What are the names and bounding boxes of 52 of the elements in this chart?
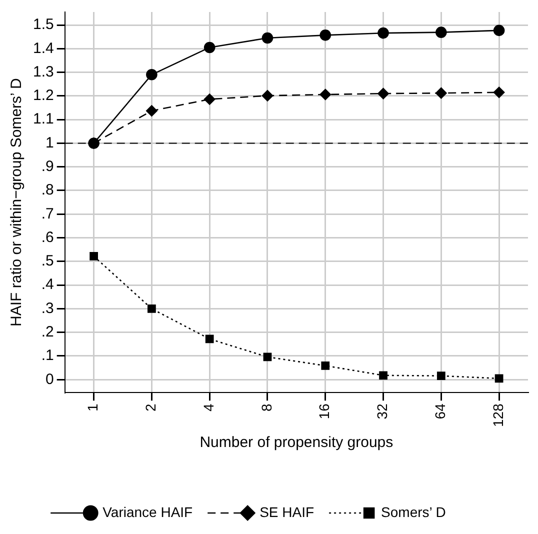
y-tick-label: 1.2 (32, 87, 54, 104)
point (148, 304, 156, 313)
point (320, 30, 332, 41)
legend-label: Variance HAIF (102, 504, 193, 520)
point (204, 94, 216, 105)
legend-label: Somers’ D (381, 504, 446, 520)
x-tick-label: 64 (432, 403, 448, 420)
y-tick-label: .7 (41, 205, 54, 222)
point (90, 252, 98, 260)
point (378, 88, 389, 100)
y-tick-label: .1 (41, 347, 54, 364)
point (205, 334, 214, 344)
y-tick-label: 1.5 (32, 16, 54, 34)
point (262, 90, 274, 102)
point (88, 138, 100, 149)
point (436, 372, 446, 380)
y-tick-label: .6 (41, 228, 54, 246)
point (320, 88, 332, 100)
point (262, 32, 274, 44)
y-tick-label: .5 (41, 252, 54, 270)
point (263, 352, 272, 362)
point (436, 26, 447, 38)
point (494, 374, 504, 383)
point (436, 87, 447, 99)
y-tick-label: .3 (41, 300, 54, 317)
point (379, 371, 388, 380)
y-tick-label: 0 (46, 370, 54, 388)
x-tick-label: 8 (258, 403, 274, 412)
y-tick-label: 1 (46, 134, 54, 152)
y-tick-label: 1.3 (32, 63, 54, 80)
point (493, 24, 505, 36)
y-axis-title: HAIF ratio or within−group Somers’ D (8, 78, 26, 326)
x-tick-label: 2 (142, 403, 159, 412)
y-tick-label: .4 (41, 276, 54, 294)
y-tick-label: .2 (41, 323, 54, 340)
x-tick-label: 128 (490, 403, 506, 427)
y-tick-label: .9 (41, 158, 54, 175)
x-tick-label: 4 (200, 403, 216, 412)
y-tick-label: 1.4 (32, 40, 54, 57)
x-axis-title: Number of propensity groups (200, 434, 394, 452)
point (146, 69, 158, 80)
point (378, 27, 389, 39)
y-tick-label: .8 (41, 182, 54, 199)
point (321, 362, 330, 370)
x-tick-label: 1 (84, 403, 101, 412)
y-tick-label: 1.1 (32, 110, 54, 128)
point (493, 86, 505, 98)
point (146, 105, 158, 116)
x-tick-label: 16 (316, 403, 332, 420)
point (204, 42, 216, 54)
x-tick-label: 32 (374, 403, 390, 420)
legend-label: SE HAIF (260, 504, 314, 520)
